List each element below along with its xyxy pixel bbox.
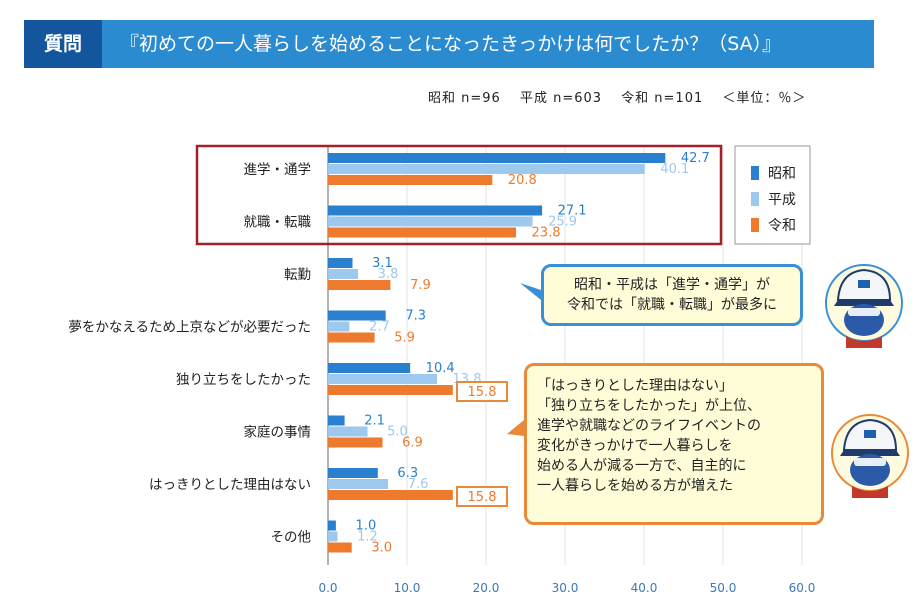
bar-showa xyxy=(328,468,378,478)
data-label: 20.8 xyxy=(508,173,537,188)
x-tick-label: 40.0 xyxy=(631,581,658,595)
data-label: 3.0 xyxy=(371,541,392,556)
data-label: 7.6 xyxy=(408,477,429,492)
data-label: 40.1 xyxy=(660,162,689,177)
question-tag: 質問 xyxy=(24,20,102,68)
mascot-icon xyxy=(831,414,909,498)
sample-heisei: 平成 n=603 xyxy=(519,91,603,106)
x-tick-label: 10.0 xyxy=(394,581,421,595)
unit-label: ＜単位：％＞ xyxy=(722,91,807,106)
sample-showa: 昭和 n=96 xyxy=(428,91,501,106)
value-box xyxy=(456,486,508,507)
data-label: 6.3 xyxy=(397,466,418,481)
category-label: 独り立ちをしたかった xyxy=(176,372,311,388)
category-label: 家庭の事情 xyxy=(244,424,312,441)
highlight-frame xyxy=(195,144,723,246)
legend-label: 昭和 xyxy=(768,166,796,182)
data-label: 42.7 xyxy=(681,151,710,166)
x-tick-label: 0.0 xyxy=(318,581,337,595)
bar-showa xyxy=(328,415,345,426)
mascot-icon xyxy=(825,264,903,348)
bar-heisei xyxy=(328,269,359,279)
callout-orange-line: 進学や就職などのライフイベントの xyxy=(537,418,761,434)
legend-swatch xyxy=(751,192,759,206)
callout-orange-line: 変化がきっかけで一人暮らしを xyxy=(537,438,733,454)
bar-reiwa xyxy=(328,385,453,395)
data-label: 23.8 xyxy=(532,226,561,241)
data-label: 15.8 xyxy=(468,490,497,505)
data-label: 25.9 xyxy=(548,215,577,230)
callout-orange-line: 一人暮らしを始める方が増えた xyxy=(537,478,733,494)
question-header: 質問 『初めての一人暮らしを始めることになったきっかけは何でしたか？（SA）』 xyxy=(24,20,874,68)
bar-showa xyxy=(328,205,543,216)
question-title: 『初めての一人暮らしを始めることになったきっかけは何でしたか？（SA）』 xyxy=(120,33,782,55)
category-label: 進学・通学 xyxy=(244,162,312,178)
x-tick-label: 20.0 xyxy=(473,581,500,595)
bar-showa xyxy=(328,153,666,163)
callout-pointer xyxy=(520,283,541,300)
bar-showa xyxy=(328,520,336,531)
bar-heisei xyxy=(328,531,338,542)
data-label: 3.1 xyxy=(372,256,393,271)
sample-info: 昭和 n=96 平成 n=603 令和 n=101 ＜単位：％＞ xyxy=(428,87,820,106)
sample-reiwa: 令和 n=101 xyxy=(621,91,704,106)
category-label: その他 xyxy=(271,530,312,546)
data-label: 2.1 xyxy=(364,414,385,429)
value-box xyxy=(456,381,508,402)
bar-heisei xyxy=(328,479,389,489)
data-label: 15.8 xyxy=(468,385,497,400)
category-label: 就職・転職 xyxy=(244,215,312,231)
legend-swatch xyxy=(751,218,759,232)
data-label: 7.3 xyxy=(405,309,426,324)
data-label: 6.9 xyxy=(402,436,423,451)
legend-label: 令和 xyxy=(768,218,796,234)
callout-blue-line: 令和では「就職・転職」が最多に xyxy=(567,297,777,313)
bar-heisei xyxy=(328,321,350,332)
x-tick-label: 60.0 xyxy=(789,581,816,595)
bar-heisei xyxy=(328,216,533,227)
bar-reiwa xyxy=(328,227,517,238)
bar-showa xyxy=(328,363,411,373)
data-label: 10.4 xyxy=(426,361,455,376)
bar-reiwa xyxy=(328,542,352,553)
callout-orange-line: 始める人が減る一方で、自主的に xyxy=(537,458,747,474)
category-label: 転勤 xyxy=(284,267,311,283)
bar-heisei xyxy=(328,164,645,174)
x-tick-label: 50.0 xyxy=(710,581,737,595)
callout-orange-line: 「独り立ちをしたかった」が上位、 xyxy=(537,398,761,414)
data-label: 5.0 xyxy=(387,425,408,440)
bar-heisei xyxy=(328,374,438,384)
x-tick-label: 30.0 xyxy=(552,581,579,595)
category-label: はっきりとした理由はない xyxy=(149,477,311,493)
data-label: 2.7 xyxy=(369,320,390,335)
data-label: 3.8 xyxy=(378,267,399,282)
bar-reiwa xyxy=(328,490,453,500)
callout-orange: 「はっきりとした理由はない」 「独り立ちをしたかった」が上位、 進学や就職などの… xyxy=(524,363,824,525)
bar-reiwa xyxy=(328,280,391,290)
data-label: 1.2 xyxy=(357,530,378,545)
bar-reiwa xyxy=(328,175,493,185)
callout-blue: 昭和・平成は「進学・通学」が 令和では「就職・転職」が最多に xyxy=(541,264,803,326)
bar-heisei xyxy=(328,426,368,437)
legend-label: 平成 xyxy=(768,192,796,208)
data-label: 5.9 xyxy=(394,331,415,346)
legend-box xyxy=(734,145,811,245)
data-label: 27.1 xyxy=(558,204,587,219)
bar-showa xyxy=(328,258,353,268)
bar-showa xyxy=(328,310,386,321)
category-label: 夢をかなえるため上京などが必要だった xyxy=(68,320,311,336)
data-label: 1.0 xyxy=(356,519,377,534)
callout-blue-line: 昭和・平成は「進学・通学」が xyxy=(574,277,770,293)
callout-pointer xyxy=(507,420,524,436)
bar-reiwa xyxy=(328,437,383,448)
bar-reiwa xyxy=(328,332,375,343)
callout-orange-line: 「はっきりとした理由はない」 xyxy=(537,378,733,394)
data-label: 7.9 xyxy=(410,278,431,293)
legend-swatch xyxy=(751,166,759,180)
